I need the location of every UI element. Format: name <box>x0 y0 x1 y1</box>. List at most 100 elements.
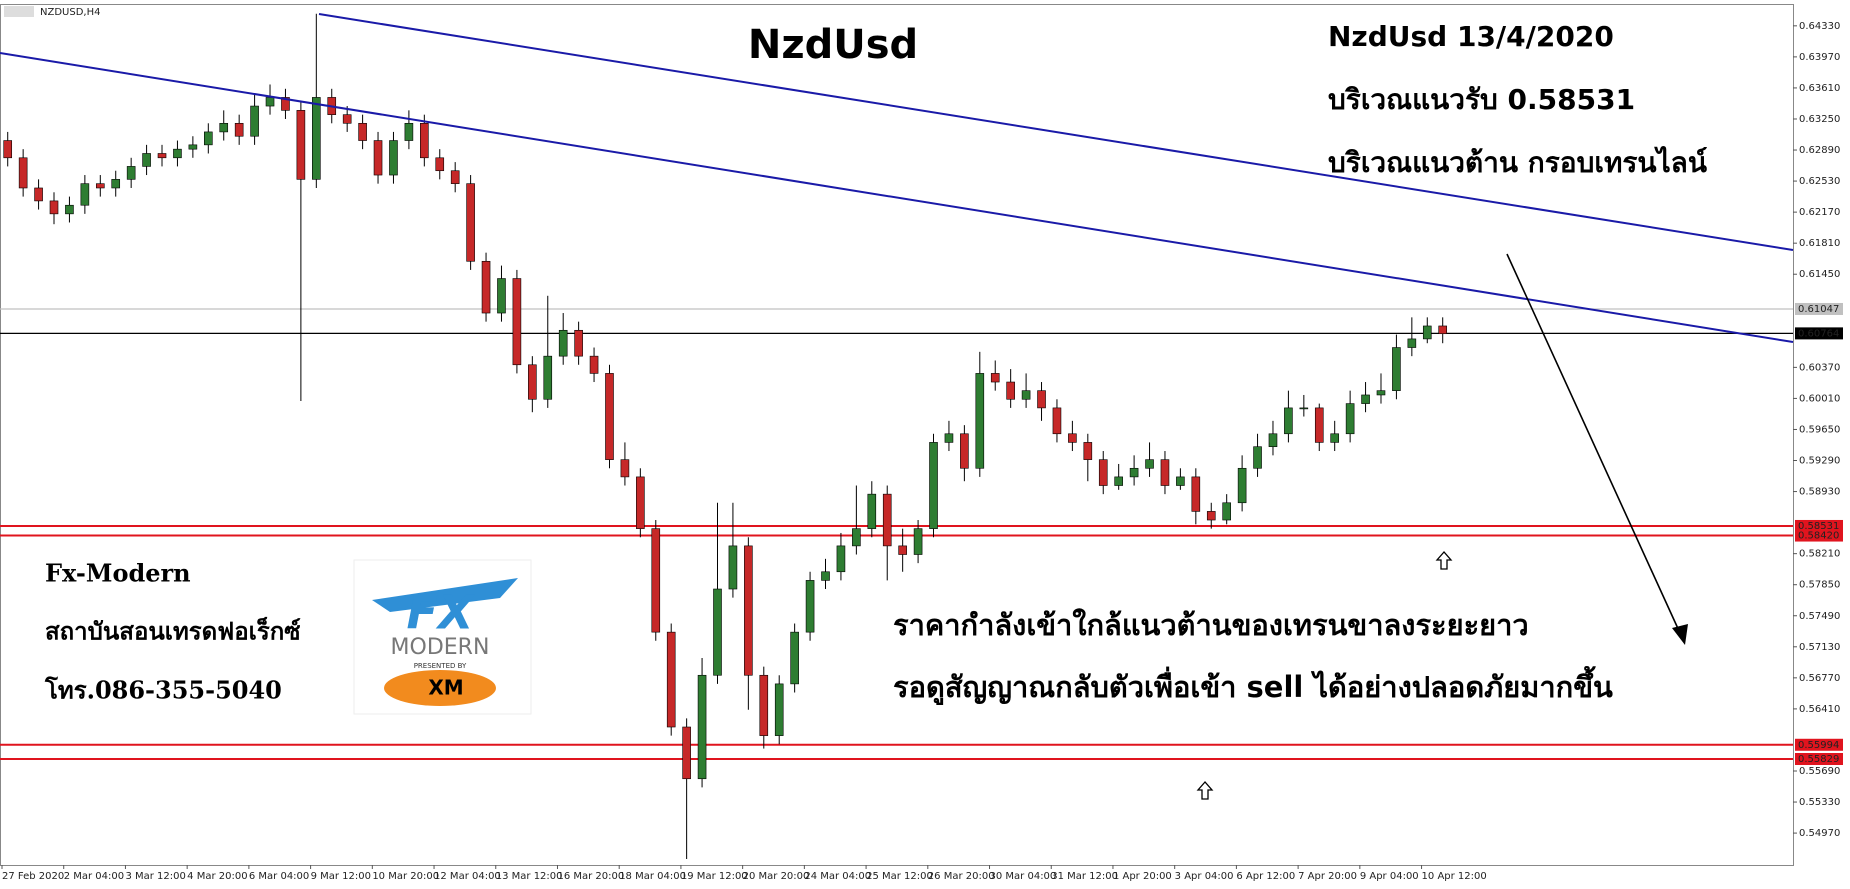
y-tick-label: 0.60010 <box>1799 393 1840 404</box>
candle-body <box>1052 407 1062 435</box>
annotation: บริเวณแนวต้าน กรอบเทรนไลน์ <box>1328 146 1707 179</box>
y-tick-label: 0.59650 <box>1799 424 1840 435</box>
logo: FX MODERN PRESENTED BY XM <box>353 559 532 715</box>
y-tick-label: 0.63250 <box>1799 114 1840 125</box>
candle-body <box>420 122 429 159</box>
candle-body <box>774 683 784 736</box>
y-tick-label: 0.61450 <box>1799 269 1840 280</box>
logo-presented: PRESENTED BY <box>414 662 467 670</box>
candle-body <box>1361 394 1370 404</box>
candle-body <box>34 187 43 202</box>
candle-body <box>265 97 275 107</box>
candle-body <box>466 183 475 262</box>
candle-body <box>497 278 506 314</box>
x-tick-label: 12 Mar 04:00 <box>434 871 501 882</box>
y-tick-label: 0.62530 <box>1799 176 1840 187</box>
price-tag <box>1795 327 1843 340</box>
price-tag-label: 0.61047 <box>1798 304 1839 315</box>
toolbar-icon <box>4 6 34 17</box>
candle-body <box>1068 433 1077 443</box>
x-tick-label: 30 Mar 04:00 <box>990 871 1057 882</box>
candle-body <box>1330 433 1339 443</box>
y-tick-label: 0.55330 <box>1799 797 1840 808</box>
candle-body <box>1176 476 1185 486</box>
candle-body <box>49 200 59 215</box>
candle-body <box>157 153 167 159</box>
y-tick-label: 0.61810 <box>1799 238 1840 249</box>
candle-body <box>65 204 74 215</box>
candle-body <box>281 97 290 111</box>
price-tag <box>1795 519 1843 532</box>
candle-body <box>18 157 28 189</box>
candle-body <box>543 355 553 400</box>
candle-body <box>852 528 861 547</box>
y-tick-label: 0.63970 <box>1799 52 1840 63</box>
price-tag-label: 0.55829 <box>1798 754 1839 765</box>
arrow <box>1506 253 1681 634</box>
candle-body <box>188 144 198 150</box>
candle-body <box>111 179 121 189</box>
candle-body <box>805 580 815 633</box>
y-tick-label: 0.62890 <box>1799 145 1840 156</box>
candle-body <box>790 631 799 685</box>
candle-body <box>450 170 460 184</box>
candle-body <box>404 122 414 141</box>
x-tick-label: 6 Mar 04:00 <box>249 871 309 882</box>
candle-body <box>373 140 383 176</box>
candle-body <box>929 442 938 529</box>
x-tick-label: 9 Apr 04:00 <box>1360 871 1419 882</box>
y-tick-label: 0.62170 <box>1799 207 1840 218</box>
candle-body <box>990 373 1000 383</box>
candle-body <box>1345 403 1355 435</box>
x-tick-label: 16 Mar 20:00 <box>557 871 624 882</box>
candle-body <box>821 571 830 581</box>
candle-body <box>1145 459 1154 469</box>
candle-body <box>882 493 892 547</box>
trend-line <box>318 13 1794 251</box>
candle-body <box>744 545 753 676</box>
x-tick-label: 13 Mar 12:00 <box>496 871 563 882</box>
candle-body <box>80 183 90 206</box>
y-tick-label: 0.57850 <box>1799 580 1840 591</box>
candle-body <box>666 631 676 728</box>
candle-body <box>713 588 722 676</box>
candle-body <box>960 433 969 469</box>
phone-text: โทร.086-355-5040 <box>44 676 282 705</box>
candle-body <box>1376 390 1386 396</box>
x-tick-label: 27 Feb 2020 <box>2 871 64 882</box>
candle-body <box>1191 476 1201 512</box>
x-tick-label: 7 Apr 20:00 <box>1298 871 1357 882</box>
candle-body <box>1253 446 1262 469</box>
annotation: NzdUsd 13/4/2020 <box>1328 20 1614 53</box>
brand-text: Fx-Modern <box>45 559 191 588</box>
candle-body <box>1021 390 1031 400</box>
y-tick-label: 0.59290 <box>1799 456 1840 467</box>
up-arrow <box>1196 781 1214 800</box>
candle-body <box>574 329 583 357</box>
x-tick-label: 20 Mar 20:00 <box>743 871 810 882</box>
candle-body <box>651 528 661 633</box>
y-tick-label: 0.55690 <box>1799 766 1840 777</box>
candle-body <box>682 726 691 780</box>
candle-body <box>898 545 907 555</box>
candle-body <box>1422 325 1432 340</box>
y-tick-label: 0.64330 <box>1799 21 1840 32</box>
logo-badge <box>384 670 496 706</box>
x-tick-label: 9 Mar 12:00 <box>311 871 371 882</box>
candle-body <box>975 373 985 469</box>
candle-body <box>1392 347 1401 391</box>
up-arrow <box>1435 551 1453 570</box>
candle-body <box>389 140 398 176</box>
y-tick-label: 0.63610 <box>1799 83 1840 94</box>
x-tick-label: 10 Mar 20:00 <box>372 871 439 882</box>
candle-body <box>1129 467 1139 478</box>
x-tick-label: 25 Mar 12:00 <box>866 871 933 882</box>
candle-body <box>605 373 614 460</box>
candle-body <box>173 148 182 159</box>
candle-body <box>836 545 846 573</box>
comment: ราคากำลังเข้าใกล้แนวต้านของเทรนขาลงระยะย… <box>893 608 1529 642</box>
candle-body <box>435 157 445 172</box>
candle-body <box>234 122 244 137</box>
candle-body <box>95 183 105 189</box>
